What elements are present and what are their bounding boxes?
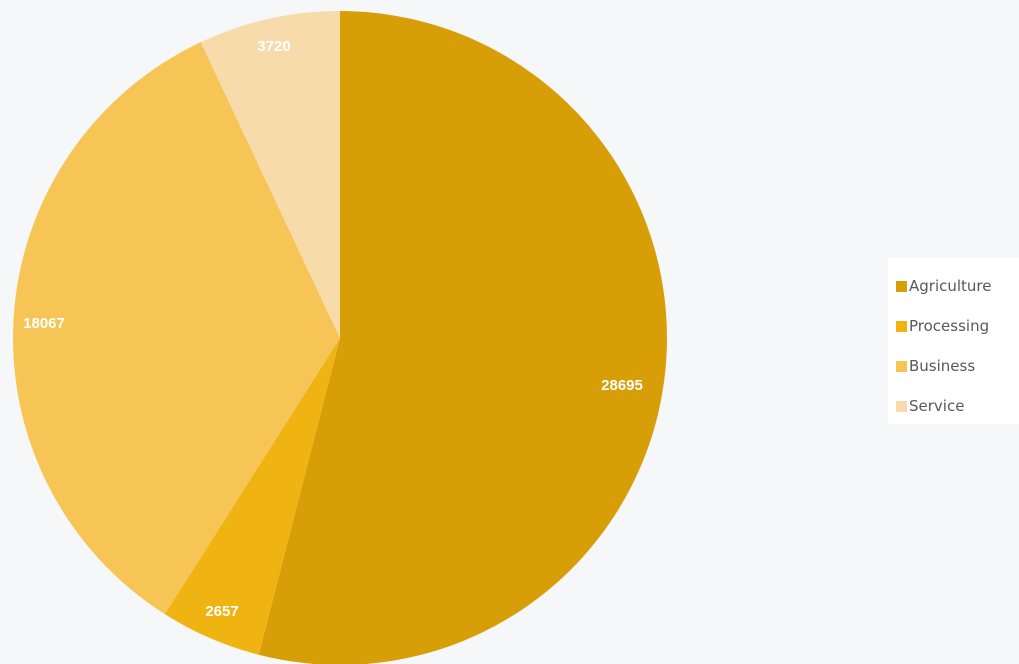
legend-label-service: Service bbox=[909, 397, 965, 415]
data-label-processing: 2657 bbox=[205, 603, 238, 620]
legend-item-agriculture: Agriculture bbox=[896, 266, 1019, 306]
pie-slice-service bbox=[200, 11, 340, 338]
pie-slices bbox=[12, 11, 667, 664]
data-label-agriculture: 28695 bbox=[601, 377, 643, 394]
pie-slice-processing bbox=[164, 338, 340, 655]
legend-swatch-service bbox=[896, 400, 907, 412]
chart-legend: Agriculture Processing Business Service bbox=[888, 258, 1019, 424]
data-label-service: 3720 bbox=[257, 38, 290, 55]
legend-label-agriculture: Agriculture bbox=[909, 277, 992, 295]
legend-item-business: Business bbox=[896, 346, 1019, 386]
legend-item-processing: Processing bbox=[896, 306, 1019, 346]
data-label-business: 18067 bbox=[23, 315, 65, 332]
legend-swatch-agriculture bbox=[896, 280, 907, 292]
pie-slice-agriculture bbox=[258, 11, 667, 664]
legend-item-service: Service bbox=[896, 386, 1019, 426]
legend-swatch-processing bbox=[896, 320, 907, 332]
legend-swatch-business bbox=[896, 360, 907, 372]
legend-label-business: Business bbox=[909, 357, 976, 375]
pie-slice-business bbox=[12, 42, 341, 615]
legend-label-processing: Processing bbox=[909, 317, 990, 335]
pie-data-labels: 28695 2657 18067 3720 bbox=[23, 38, 643, 620]
